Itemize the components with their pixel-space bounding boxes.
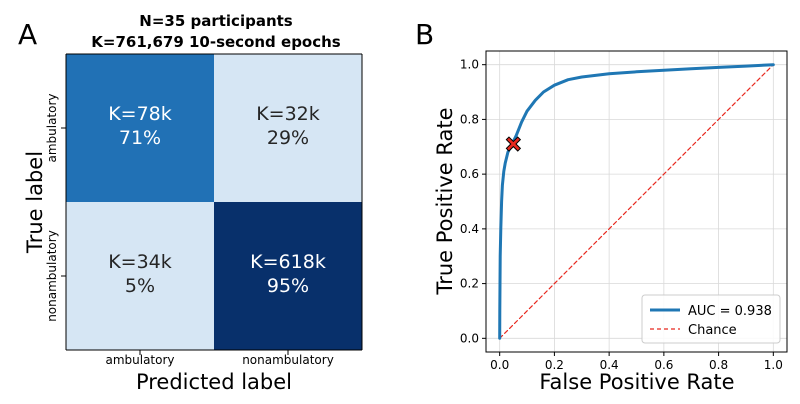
roc-lines bbox=[498, 63, 775, 340]
roc-y-axis-label: True Positive Rate bbox=[433, 107, 457, 295]
y-tick-label: 0.6 bbox=[460, 167, 479, 181]
confusion-cell-1-0 bbox=[66, 202, 214, 350]
legend-label-chance: Chance bbox=[688, 323, 737, 338]
chance-line bbox=[499, 64, 774, 339]
y-tick-label: 1.0 bbox=[460, 58, 479, 72]
cell-percent-label: 5% bbox=[125, 275, 155, 297]
cell-count-label: K=618k bbox=[250, 251, 326, 273]
y-tick-label: 0.0 bbox=[460, 331, 479, 345]
panel-label-a: A bbox=[18, 18, 37, 51]
y-tick-label: 0.4 bbox=[460, 222, 479, 236]
x-tick-label: 0.4 bbox=[600, 358, 619, 372]
cell-count-label: K=34k bbox=[108, 251, 172, 273]
confusion-cell-1-1 bbox=[214, 202, 362, 350]
y-tick-label: 0.2 bbox=[460, 277, 479, 291]
x-tick-label: 0.6 bbox=[654, 358, 673, 372]
x-tick-label: 0.0 bbox=[490, 358, 509, 372]
roc-ticks: 0.0 0.2 0.4 0.6 0.8 1.0 0.0 0.2 0.4 0.6 0.8 1.0 bbox=[460, 58, 783, 372]
roc-panel: B 0.0 0.2 0.4 0.6 0.8 1.0 0.0 0.2 0.4 0.6 0.8 1.0 A… bbox=[415, 18, 788, 394]
confusion-title-line-1: N=35 participants bbox=[139, 12, 293, 30]
roc-x-axis-label: False Positive Rate bbox=[539, 370, 734, 394]
x-tick-label: 1.0 bbox=[764, 358, 783, 372]
roc-legend: AUC = 0.938 Chance bbox=[641, 294, 781, 344]
confusion-axes bbox=[61, 53, 363, 355]
cell-percent-label: 71% bbox=[119, 127, 161, 149]
x-tick-label: 0.2 bbox=[545, 358, 564, 372]
panel-label-b: B bbox=[415, 18, 434, 51]
x-tick-ambulatory: ambulatory bbox=[105, 353, 174, 367]
confusion-cell-0-1 bbox=[214, 54, 362, 202]
roc-curve bbox=[498, 63, 775, 340]
x-axis-label: Predicted label bbox=[136, 370, 292, 394]
roc-plot-frame bbox=[485, 50, 788, 353]
y-axis-label: True label bbox=[23, 151, 47, 254]
legend-label-auc: AUC = 0.938 bbox=[688, 304, 772, 319]
cell-count-label: K=32k bbox=[256, 103, 320, 125]
legend-box bbox=[641, 294, 781, 344]
cell-percent-label: 95% bbox=[267, 275, 309, 297]
y-tick-label: 0.8 bbox=[460, 112, 479, 126]
confusion-cell-0-0 bbox=[66, 54, 214, 202]
confusion-matrix-panel: A N=35 participants K=761,679 10-second … bbox=[18, 12, 363, 394]
confusion-title-line-2: K=761,679 10-second epochs bbox=[91, 33, 341, 51]
cell-count-label: K=78k bbox=[108, 103, 172, 125]
operating-point-marker bbox=[505, 136, 522, 152]
x-tick-label: 0.8 bbox=[709, 358, 728, 372]
y-tick-ambulatory: ambulatory bbox=[45, 93, 59, 162]
x-tick-nonambulatory: nonambulatory bbox=[242, 353, 334, 367]
roc-grid bbox=[486, 51, 787, 352]
cell-percent-label: 29% bbox=[267, 127, 309, 149]
y-tick-nonambulatory: nonambulatory bbox=[45, 230, 59, 322]
